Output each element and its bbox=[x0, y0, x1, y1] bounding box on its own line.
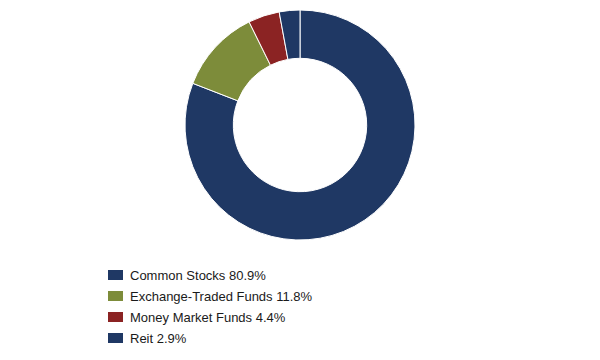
legend: Common Stocks 80.9% Exchange-Traded Funds… bbox=[108, 268, 313, 346]
legend-swatch bbox=[108, 270, 123, 280]
legend-item: Money Market Funds 4.4% bbox=[108, 310, 286, 325]
legend-label: Money Market Funds 4.4% bbox=[130, 310, 286, 325]
legend-item: Exchange-Traded Funds 11.8% bbox=[108, 289, 313, 304]
legend-swatch bbox=[108, 291, 123, 301]
legend-label: Common Stocks 80.9% bbox=[130, 268, 266, 283]
slice bbox=[185, 10, 415, 240]
legend-item: Common Stocks 80.9% bbox=[108, 268, 266, 283]
legend-item: Reit 2.9% bbox=[108, 331, 187, 346]
legend-label: Exchange-Traded Funds 11.8% bbox=[130, 289, 313, 304]
slice bbox=[279, 10, 300, 59]
chart-svg: Common Stocks 80.9% Exchange-Traded Funds… bbox=[0, 0, 600, 360]
pie-group bbox=[185, 10, 415, 240]
chart-container: Common Stocks 80.9% Exchange-Traded Funds… bbox=[0, 0, 600, 360]
legend-label: Reit 2.9% bbox=[130, 331, 187, 346]
legend-swatch bbox=[108, 312, 123, 322]
legend-swatch bbox=[108, 333, 123, 343]
